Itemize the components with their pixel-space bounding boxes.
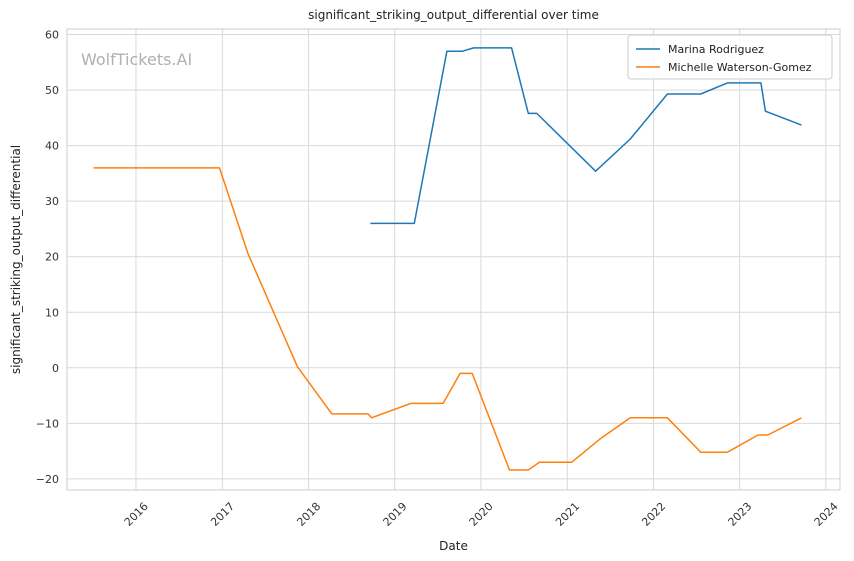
legend: Marina Rodriguez Michelle Waterson-Gomez bbox=[627, 34, 833, 80]
y-tick-label: −10 bbox=[36, 417, 59, 430]
legend-label: Michelle Waterson-Gomez bbox=[668, 61, 812, 74]
y-tick-label: 0 bbox=[52, 362, 59, 375]
y-axis-label: significant_striking_output_differential bbox=[9, 145, 23, 374]
x-axis-label: Date bbox=[439, 539, 468, 553]
legend-label: Marina Rodriguez bbox=[668, 43, 764, 56]
plot-frame bbox=[66, 28, 841, 491]
series-line-2 bbox=[93, 167, 802, 471]
y-tick-label: 40 bbox=[45, 140, 59, 153]
watermark-text: WolfTickets.AI bbox=[81, 50, 192, 69]
chart-title: significant_striking_output_differential… bbox=[308, 8, 599, 22]
y-tick-label: 10 bbox=[45, 306, 59, 319]
y-tick-label: 30 bbox=[45, 195, 59, 208]
series-layer bbox=[93, 47, 802, 471]
y-tick-label: 50 bbox=[45, 84, 59, 97]
series-line-1 bbox=[370, 47, 802, 225]
y-tick-label: −20 bbox=[36, 473, 59, 486]
y-tick-label: 20 bbox=[45, 251, 59, 264]
legend-box bbox=[627, 34, 833, 80]
y-tick-label: 60 bbox=[45, 29, 59, 42]
grid bbox=[67, 29, 840, 490]
